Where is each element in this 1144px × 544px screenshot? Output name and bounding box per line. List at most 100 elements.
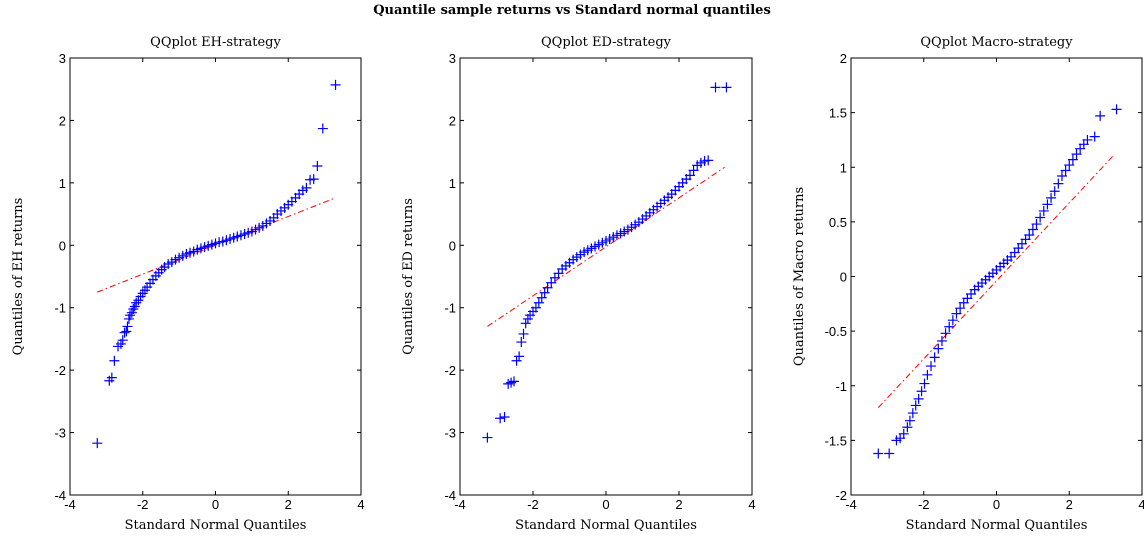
- data-point: [922, 369, 933, 380]
- reference-line: [487, 166, 725, 327]
- data-point: [122, 321, 133, 332]
- x-tick-label: 4: [357, 497, 364, 512]
- y-tick-label: 1.5: [829, 106, 847, 121]
- data-point: [703, 155, 714, 166]
- data-point: [916, 386, 927, 397]
- data-point: [109, 355, 120, 366]
- x-tick-label: 0: [993, 497, 1000, 512]
- data-point: [1046, 192, 1057, 203]
- axes-frame: [459, 57, 753, 496]
- data-point: [947, 315, 958, 326]
- data-point: [520, 318, 531, 329]
- data-point: [1111, 104, 1122, 115]
- x-tick-label: 4: [1138, 497, 1144, 512]
- data-point: [1071, 149, 1082, 160]
- y-tick-label: -0.5: [825, 324, 847, 339]
- y-tick-label: -4: [54, 488, 66, 503]
- data-point: [516, 337, 527, 348]
- y-tick-label: 2: [840, 51, 847, 66]
- y-tick-label: -2: [835, 488, 847, 503]
- data-point: [1056, 170, 1067, 181]
- data-point: [1027, 224, 1038, 235]
- y-tick-label: -1.5: [825, 433, 847, 448]
- axes-frame: [69, 57, 362, 496]
- data-point: [495, 413, 506, 424]
- data-point: [955, 303, 966, 314]
- x-tick-label: 2: [1066, 497, 1073, 512]
- data-point: [1031, 219, 1042, 230]
- data-point: [1067, 154, 1078, 165]
- data-point: [1082, 134, 1093, 145]
- data-point: [117, 335, 128, 346]
- data-point: [884, 448, 895, 459]
- y-tick-label: 0: [449, 238, 456, 253]
- y-tick-label: 0.5: [829, 215, 847, 230]
- data-point: [482, 432, 493, 443]
- x-tick-label: -2: [137, 497, 149, 512]
- data-point: [873, 448, 884, 459]
- data-point: [1024, 229, 1035, 240]
- data-point: [1095, 110, 1106, 121]
- x-tick-label: -4: [845, 497, 857, 512]
- data-point: [1042, 199, 1053, 210]
- data-point: [1038, 205, 1049, 216]
- y-tick-label: 2: [449, 113, 456, 128]
- data-point: [933, 343, 944, 354]
- data-point: [902, 422, 913, 433]
- x-tick-label: 0: [602, 497, 609, 512]
- x-tick-label: -2: [527, 497, 539, 512]
- data-point: [929, 352, 940, 363]
- y-axis-label: Quantiles of EH returns: [11, 198, 26, 356]
- y-tick-label: -3: [54, 426, 66, 441]
- subplot-title: QQplot ED-strategy: [541, 35, 672, 50]
- x-tick-label: 2: [285, 497, 292, 512]
- data-point: [710, 82, 721, 93]
- y-tick-label: -4: [444, 488, 456, 503]
- y-tick-label: -2: [444, 363, 456, 378]
- x-tick-label: 0: [212, 497, 219, 512]
- subplot-title: QQplot EH-strategy: [150, 35, 281, 50]
- data-point: [317, 123, 328, 134]
- y-tick-label: 2: [59, 113, 66, 128]
- data-point: [904, 415, 915, 426]
- y-tick-label: 1: [449, 176, 456, 191]
- data-point: [913, 393, 924, 404]
- figure-title: Quantile sample returns vs Standard norm…: [373, 3, 771, 18]
- data-point: [1035, 212, 1046, 223]
- y-tick-label: -1: [54, 301, 66, 316]
- data-point: [1060, 165, 1071, 176]
- y-tick-label: 0: [59, 238, 66, 253]
- plots-group: QQplot EH-strategy-4 -2 0 2 4-4-3-2-10123Sta…: [11, 35, 1144, 533]
- data-point: [518, 328, 529, 339]
- data-point: [131, 297, 142, 308]
- data-point: [301, 182, 312, 193]
- data-point: [330, 79, 341, 90]
- data-point: [940, 328, 951, 339]
- y-tick-label: 0: [840, 270, 847, 285]
- data-point: [926, 361, 937, 372]
- data-point: [312, 161, 323, 172]
- y-axis-label: Quantiles of ED returns: [401, 198, 416, 355]
- data-point: [308, 174, 319, 185]
- data-point: [509, 376, 520, 387]
- x-tick-label: -4: [64, 497, 76, 512]
- data-point: [119, 327, 130, 338]
- data-point: [92, 438, 103, 449]
- data-point: [128, 303, 139, 314]
- y-tick-label: 3: [449, 51, 456, 66]
- data-point: [511, 355, 522, 366]
- data-point: [106, 372, 117, 383]
- subplot-title: QQplot Macro-strategy: [920, 35, 1073, 50]
- y-tick-label: -3: [444, 426, 456, 441]
- y-tick-label: -1: [835, 379, 847, 394]
- data-point: [1064, 160, 1075, 171]
- y-tick-label: -2: [54, 363, 66, 378]
- x-axis-label: Standard Normal Quantiles: [125, 518, 307, 533]
- subplot-2: QQplot ED-strategy -4 -2 0 2 4 -4 -3 -2 -1 0 1 2 3 Sta…: [401, 35, 756, 533]
- x-tick-label: -2: [918, 497, 930, 512]
- data-point: [1049, 186, 1060, 197]
- data-point: [907, 408, 918, 419]
- data-point: [125, 310, 136, 321]
